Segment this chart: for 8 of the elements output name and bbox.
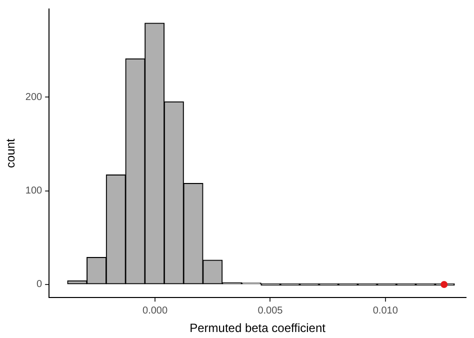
y-axis-title: count <box>4 138 18 168</box>
y-tick-label: 200 <box>25 92 43 103</box>
y-tick-label: 100 <box>25 186 43 197</box>
x-tick-label: 0.005 <box>258 305 284 316</box>
x-axis-title: Permuted beta coefficient <box>190 321 326 336</box>
y-tick-label: 0 <box>36 279 43 290</box>
x-tick-label: 0.000 <box>142 305 168 316</box>
x-tick-label: 0.010 <box>372 305 398 316</box>
